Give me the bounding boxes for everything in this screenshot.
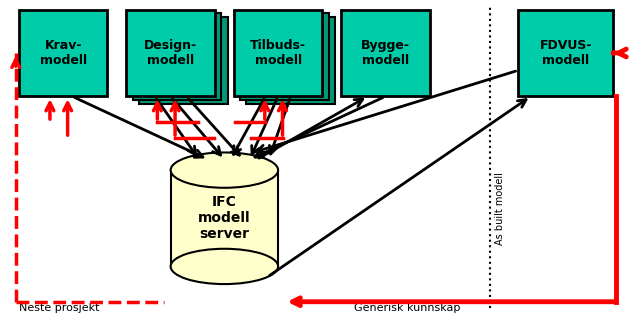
Bar [341, 10, 430, 96]
Ellipse shape [171, 152, 278, 188]
Text: FDVUS-
modell: FDVUS- modell [539, 39, 592, 67]
Text: Bygge-
modell: Bygge- modell [361, 39, 410, 67]
Ellipse shape [171, 249, 278, 284]
Text: Generisk kunnskap: Generisk kunnskap [354, 303, 460, 313]
Text: Tilbuds-
modell: Tilbuds- modell [250, 39, 306, 67]
Bar [171, 170, 278, 266]
Bar [246, 17, 335, 104]
Bar [518, 10, 613, 96]
Text: As built modell: As built modell [495, 172, 505, 245]
Text: Design-
modell: Design- modell [144, 39, 197, 67]
Bar [19, 10, 107, 96]
Bar [240, 13, 329, 100]
Text: Krav-
modell: Krav- modell [40, 39, 87, 67]
Text: IFC
modell
server: IFC modell server [198, 195, 251, 241]
Bar [126, 10, 215, 96]
Text: Neste prosjekt: Neste prosjekt [19, 303, 99, 313]
Bar [139, 17, 228, 104]
Bar [234, 10, 322, 96]
Bar [133, 13, 221, 100]
